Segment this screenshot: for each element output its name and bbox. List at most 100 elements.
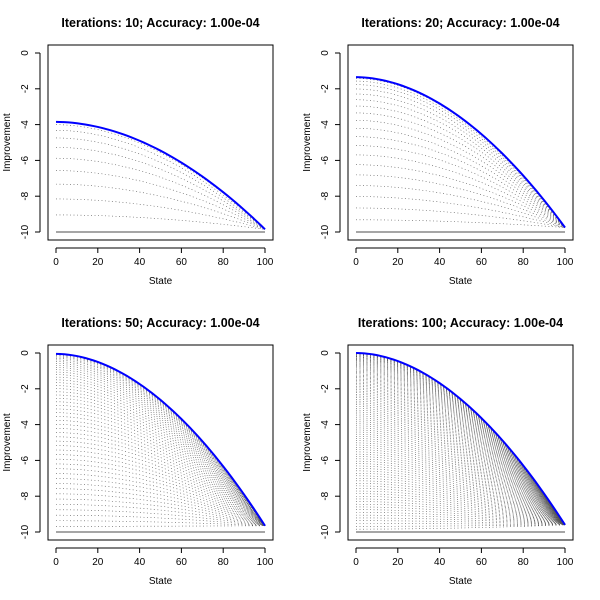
x-tick-label: 100 xyxy=(557,257,574,268)
iterate-curve xyxy=(55,388,266,526)
iterate-curve xyxy=(355,468,566,526)
iterate-curve xyxy=(355,397,566,526)
x-tick-label: 0 xyxy=(53,257,59,268)
iterate-curve xyxy=(55,361,266,526)
iterate-curve xyxy=(355,409,566,526)
x-tick-label: 20 xyxy=(92,557,104,568)
iterate-curve xyxy=(355,84,566,228)
iterate-curve xyxy=(355,362,566,526)
iterate-curve xyxy=(356,520,566,526)
iterate-curve xyxy=(355,470,566,526)
y-tick-label: 0 xyxy=(320,350,331,356)
chart-title: Iterations: 100; Accuracy: 1.00e-04 xyxy=(358,316,563,330)
iterate-curve xyxy=(355,354,566,526)
y-tick-label: -2 xyxy=(320,84,331,93)
iterate-curve xyxy=(355,358,566,526)
iterate-curve xyxy=(356,514,566,526)
chart-title: Iterations: 10; Accuracy: 1.00e-04 xyxy=(61,16,259,30)
iterate-curve xyxy=(355,380,566,526)
x-tick-label: 80 xyxy=(518,557,530,568)
y-tick-label: -2 xyxy=(320,384,331,393)
iterate-curve xyxy=(355,381,566,526)
iterate-curve xyxy=(55,374,266,526)
iterate-curve xyxy=(55,385,266,526)
iterate-curve xyxy=(55,124,266,230)
iterate-curve xyxy=(355,372,566,526)
final-curve xyxy=(355,352,566,526)
iterate-curve xyxy=(55,359,266,526)
iterate-curve xyxy=(355,442,566,526)
iterate-curve xyxy=(355,495,566,526)
iterate-curve xyxy=(355,378,566,526)
x-axis-label: State xyxy=(449,576,473,587)
iterate-curve xyxy=(355,390,566,526)
y-tick-label: -6 xyxy=(20,456,31,465)
iterate-curve xyxy=(55,408,266,526)
x-tick-label: 60 xyxy=(176,257,188,268)
iterate-curve xyxy=(355,483,566,526)
iterate-curve xyxy=(55,504,266,527)
iterate-curve xyxy=(355,185,566,228)
y-tick-label: -4 xyxy=(20,420,31,429)
plot-frame xyxy=(347,44,574,241)
iterate-curve xyxy=(355,425,566,526)
iterate-curve xyxy=(356,524,566,530)
iterate-curve xyxy=(355,360,566,526)
iterate-curve xyxy=(355,480,566,526)
y-tick-label: -10 xyxy=(20,224,31,239)
iterate-curve xyxy=(355,361,566,526)
y-tick-label: -4 xyxy=(320,420,331,429)
iterate-curve xyxy=(355,127,566,228)
iterate-curve xyxy=(355,355,566,526)
iterate-curve xyxy=(355,386,566,526)
iterate-curve xyxy=(55,420,266,526)
chart-title: Iterations: 50; Accuracy: 1.00e-04 xyxy=(61,316,259,330)
iterate-curve xyxy=(355,370,566,526)
iterate-curve xyxy=(56,525,266,527)
iterate-curve xyxy=(355,387,566,526)
y-tick-label: -4 xyxy=(320,120,331,129)
iterate-curve xyxy=(55,369,266,526)
iterate-curve xyxy=(55,428,266,526)
iterate-curve xyxy=(55,412,266,526)
y-axis-label: Improvement xyxy=(2,413,13,472)
chart-panel-4: Iterations: 100; Accuracy: 1.00e-04 0 20 40… xyxy=(302,316,574,587)
iterate-curve xyxy=(355,506,566,526)
iterate-curve xyxy=(355,377,566,526)
iterate-curve xyxy=(55,214,266,230)
x-tick-label: 20 xyxy=(392,257,404,268)
iterate-curve xyxy=(55,416,266,526)
x-axis-label: State xyxy=(449,276,473,287)
y-tick-label: 0 xyxy=(320,50,331,56)
iterate-curve xyxy=(355,374,566,526)
iterate-curve xyxy=(55,514,266,527)
x-tick-label: 0 xyxy=(53,557,59,568)
iterate-curve xyxy=(55,454,266,526)
iterate-curve xyxy=(355,367,566,526)
iterate-curve xyxy=(355,408,566,526)
final-curve xyxy=(355,76,566,229)
iterate-curve xyxy=(355,357,566,526)
iterate-curve xyxy=(355,404,566,526)
y-tick-label: -10 xyxy=(320,524,331,539)
x-tick-label: 60 xyxy=(476,557,488,568)
chart-panel-2: Iterations: 20; Accuracy: 1.00e-04 0 20 40 6… xyxy=(302,16,574,287)
chart-panel-1: Iterations: 10; Accuracy: 1.00e-04 0 20 40 6… xyxy=(2,16,274,287)
iterate-curve xyxy=(355,207,566,228)
iterate-curve xyxy=(355,400,566,526)
iterate-curve xyxy=(355,145,566,228)
x-axis-label: State xyxy=(149,276,173,287)
iterate-curve xyxy=(55,371,266,526)
x-tick-label: 100 xyxy=(257,257,274,268)
iterate-curve xyxy=(355,419,566,526)
iterate-curve xyxy=(55,354,266,526)
iterate-curve xyxy=(355,136,566,228)
iterate-curve xyxy=(355,421,566,526)
iterate-curve xyxy=(355,488,566,526)
plot-frame xyxy=(47,44,274,241)
iterate-curve xyxy=(355,353,566,526)
iterate-curve xyxy=(355,417,566,526)
y-tick-label: -4 xyxy=(20,120,31,129)
iterate-curve xyxy=(355,93,566,228)
x-tick-label: 40 xyxy=(434,557,446,568)
